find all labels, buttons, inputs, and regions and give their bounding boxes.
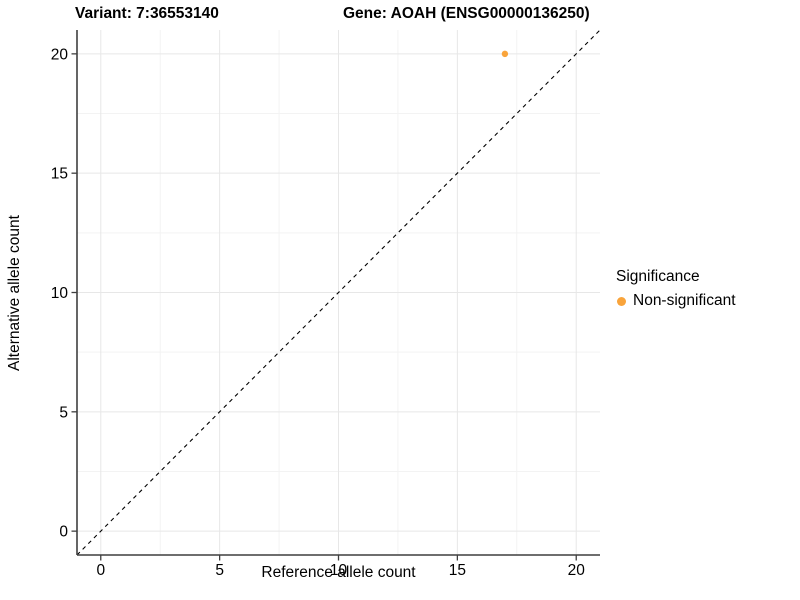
y-tick-label: 20 <box>51 46 69 63</box>
plot-title-variant: Variant: 7:36553140 <box>75 5 219 22</box>
legend-entry: Non-significant <box>617 292 736 310</box>
data-point <box>501 50 509 58</box>
identity-line <box>76 29 601 556</box>
legend-entry-label: Non-significant <box>633 292 736 309</box>
y-tick-label: 0 <box>59 524 68 541</box>
legend-point-icon <box>617 296 626 306</box>
y-tick-label: 5 <box>59 404 68 421</box>
plot-title-gene: Gene: AOAH (ENSG00000136250) <box>343 5 590 22</box>
x-tick-label: 10 <box>330 562 348 579</box>
y-axis-title: Alternative allele count <box>6 215 23 371</box>
x-tick-label: 15 <box>449 562 466 579</box>
y-tick-label: 10 <box>51 285 69 302</box>
x-tick-label: 5 <box>215 562 224 579</box>
legend: Significance Non-significant <box>616 268 736 310</box>
legend-title: Significance <box>616 268 700 285</box>
y-tick-label: 15 <box>51 166 68 183</box>
x-tick-label: 20 <box>568 562 586 579</box>
x-tick-label: 0 <box>96 562 105 579</box>
x-axis-title: Reference allele count <box>261 564 416 581</box>
